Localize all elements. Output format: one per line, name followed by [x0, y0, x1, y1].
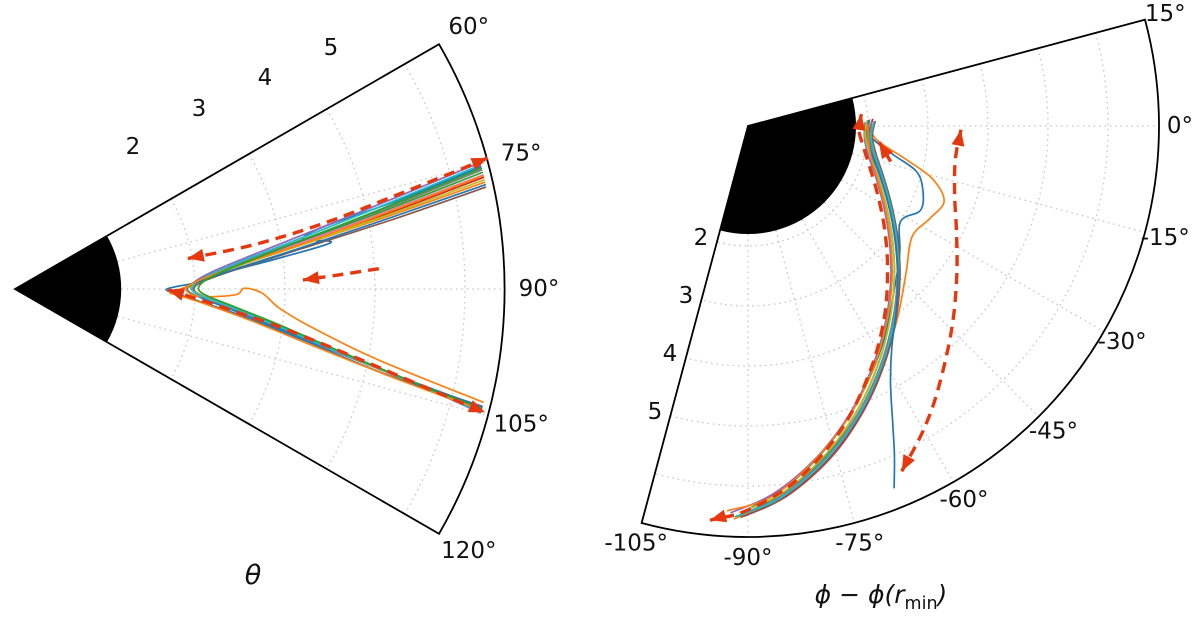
radial-tick-label: 5	[648, 399, 663, 425]
grid-spoke	[823, 201, 1040, 418]
trajectory-line	[740, 120, 901, 518]
trajectory-line	[165, 183, 486, 408]
angle-tick-label: -30°	[1098, 329, 1147, 355]
grid-spoke	[841, 179, 1105, 333]
radial-tick-label: 4	[258, 65, 273, 91]
flow-arrowhead	[710, 509, 728, 523]
angle-tick-label: -15°	[1141, 225, 1190, 251]
grid-arc	[701, 79, 929, 307]
flow-arrowhead	[852, 114, 866, 131]
angle-tick-label: 75°	[501, 140, 542, 166]
grid-spoke	[117, 161, 489, 263]
trajectory-line	[186, 165, 483, 408]
radial-tick-label: 3	[679, 283, 694, 309]
flow-arrow	[187, 156, 489, 261]
xlabel-theta: θ	[103, 560, 403, 591]
radial-tick-label: 2	[126, 134, 141, 160]
radial-tick-label: 2	[694, 225, 709, 251]
theta-symbol: θ	[244, 560, 262, 591]
angle-tick-label: -45°	[1029, 418, 1078, 444]
angle-tick-label: -105°	[604, 530, 668, 556]
grid-arc	[670, 48, 1049, 427]
flow-arrow	[900, 129, 963, 473]
black-hole	[15, 235, 122, 343]
radial-tick-label: 3	[192, 96, 207, 122]
phi-panel: 15° 0° -15° -30° -45° -60° -75° -90° -105° 2 3 4 5	[604, 1, 1193, 571]
angle-tick-label: -60°	[939, 487, 988, 513]
flow-arrowhead	[167, 288, 186, 301]
phi-subscript: min	[904, 594, 938, 614]
flow-arrowhead	[302, 271, 320, 285]
trajectory-line	[726, 124, 894, 512]
flow-arrow	[167, 288, 486, 414]
angle-tick-label: -90°	[723, 545, 772, 571]
trajectory-line	[190, 174, 484, 410]
grid-arc	[685, 63, 989, 367]
trajectory-line	[189, 171, 484, 411]
angle-tick-label: 90°	[519, 276, 560, 302]
grid-arc	[326, 108, 376, 470]
black-hole	[720, 98, 856, 235]
angle-tick-label: 60°	[448, 14, 489, 40]
grid-arc	[248, 153, 286, 425]
angle-tick-label: 120°	[441, 538, 496, 564]
theta-panel: 60° 75° 90° 105° 120° 2 3 4 5	[13, 14, 560, 564]
grid-spoke	[775, 230, 856, 524]
trajectory-line	[185, 181, 486, 404]
xlabel-phi: ϕ − ϕ(rmin)	[683, 580, 1079, 614]
trajectory-line	[866, 119, 899, 489]
wedge-outline	[13, 42, 506, 536]
radial-tick-label: 5	[324, 35, 339, 61]
phi-expression: ϕ − ϕ(rmin)	[814, 580, 948, 614]
radial-tick-label: 4	[663, 341, 678, 367]
grid-arc	[654, 32, 1109, 487]
flow-arrowhead	[901, 454, 915, 472]
flow-arrowhead	[951, 129, 965, 147]
angle-tick-label: 105°	[493, 412, 548, 438]
trajectory-line	[168, 174, 484, 411]
angle-tick-label: 0°	[1167, 113, 1193, 139]
trajectory-line	[190, 161, 482, 414]
flow-arrowhead	[470, 157, 488, 171]
grid-spoke	[852, 153, 1146, 234]
grid-spoke	[117, 315, 489, 417]
flow-arrowhead	[187, 248, 205, 262]
angle-tick-label: -75°	[835, 530, 884, 556]
angle-tick-label: 15°	[1145, 1, 1186, 27]
flow-arrowhead	[467, 400, 486, 413]
wedge-outline	[640, 18, 1160, 538]
flow-arrow	[302, 267, 380, 282]
flow-arrowhead	[879, 142, 893, 160]
